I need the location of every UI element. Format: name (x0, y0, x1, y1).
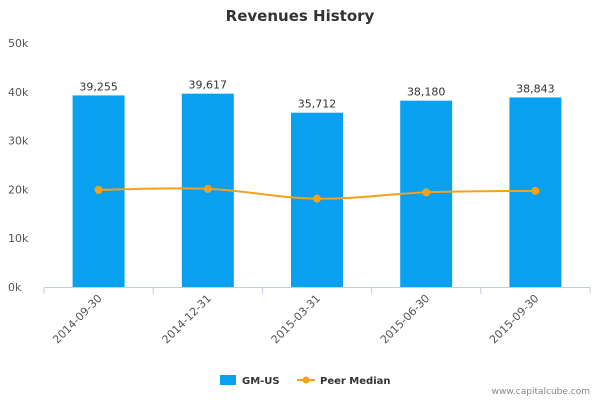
y-tick-label: 20k (8, 183, 29, 196)
peer-median-point (94, 185, 103, 194)
x-tick-label: 2014-09-30 (50, 292, 104, 346)
legend-label-peer-median: Peer Median (320, 376, 391, 387)
peer-median-line-group (94, 184, 540, 203)
x-tick-label: 2015-03-31 (269, 292, 323, 346)
bar-value-label: 39,617 (189, 79, 228, 92)
legend: GM-US Peer Median (220, 375, 391, 387)
bar-value-label: 38,843 (516, 82, 555, 95)
credit-text: www.capitalcube.com (492, 387, 590, 397)
peer-median-point (531, 186, 540, 195)
y-tick-label: 40k (8, 86, 29, 99)
peer-median-point (313, 194, 321, 203)
x-tick-label: 2014-12-31 (160, 292, 214, 346)
bar-value-label: 39,255 (79, 80, 118, 93)
y-tick-label: 30k (8, 135, 29, 148)
bar-labels-group: 39,255 39,617 35,712 38,180 38,843 (79, 79, 554, 111)
legend-marker-peer-median (302, 376, 310, 384)
y-tick-label: 50k (8, 37, 29, 50)
legend-label-gm-us: GM-US (242, 376, 280, 387)
legend-swatch-gm-us (220, 375, 236, 385)
chart-title: Revenues History (226, 7, 375, 25)
y-axis: 0k 10k 20k 30k 40k 50k (8, 37, 29, 294)
peer-median-point (203, 184, 212, 193)
y-tick-label: 0k (8, 281, 22, 294)
peer-median-point (422, 188, 431, 197)
x-tick-label: 2015-09-30 (487, 292, 541, 346)
bar-value-label: 35,712 (298, 98, 337, 111)
x-axis: 2014-09-30 2014-12-31 2015-03-31 2015-06-30… (43, 287, 591, 346)
bar-value-label: 38,180 (407, 86, 446, 99)
y-tick-label: 10k (8, 232, 29, 245)
x-tick-label: 2015-06-30 (378, 292, 432, 346)
